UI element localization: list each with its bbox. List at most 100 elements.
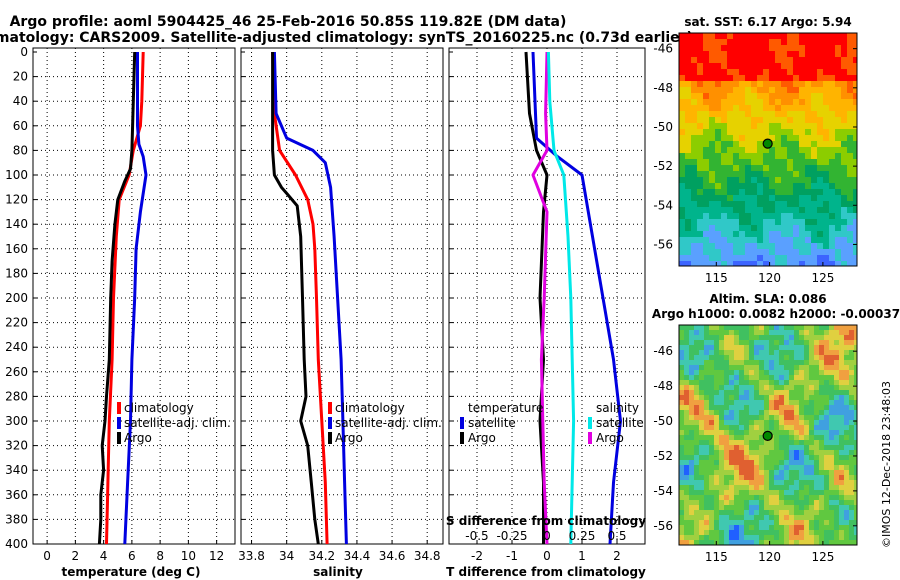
map-cell <box>704 490 710 496</box>
map-cell <box>789 425 795 431</box>
map-cell <box>854 535 858 541</box>
map-cell <box>853 171 858 178</box>
map-cell <box>691 231 698 238</box>
legend-header-temperature: temperature <box>468 401 543 415</box>
map-cell <box>844 365 850 371</box>
map-cell <box>715 33 722 40</box>
map-cell <box>763 177 770 184</box>
map-cell <box>794 525 800 531</box>
map-cell <box>774 345 780 351</box>
map-cell <box>704 435 710 441</box>
map-cell <box>729 395 735 401</box>
map-cell <box>805 33 812 40</box>
map-cell <box>834 455 840 461</box>
map-cell <box>727 87 734 94</box>
map-cell <box>779 380 785 386</box>
map-cell <box>685 237 692 244</box>
map-cell <box>814 490 820 496</box>
map-cell <box>853 141 858 148</box>
map-cell <box>844 445 850 451</box>
map-cell <box>684 455 690 461</box>
map-cell <box>724 495 730 501</box>
map-cell <box>704 390 710 396</box>
map-cell <box>759 370 765 376</box>
map-cell <box>729 475 735 481</box>
map-cell <box>799 231 806 238</box>
map-cell <box>703 255 710 262</box>
map-cell <box>679 350 685 356</box>
map-cell <box>679 141 686 148</box>
map-cell <box>751 57 758 64</box>
map-cell <box>774 540 780 546</box>
map-cell <box>823 81 830 88</box>
map-cell <box>709 520 715 526</box>
map-cell <box>724 465 730 471</box>
map-cell <box>784 535 790 541</box>
map-cell <box>721 171 728 178</box>
map-cell <box>703 81 710 88</box>
map-cell <box>684 460 690 466</box>
map-cell <box>769 460 775 466</box>
map-cell <box>751 141 758 148</box>
map-cell <box>844 440 850 446</box>
map-cell <box>804 400 810 406</box>
map-cell <box>734 365 740 371</box>
map-cell <box>854 435 858 441</box>
map-cell <box>854 360 858 366</box>
map-cell <box>844 525 850 531</box>
map-cell <box>739 395 745 401</box>
map-cell <box>844 330 850 336</box>
map-cell <box>745 237 752 244</box>
map-cell <box>824 400 830 406</box>
map-cell <box>844 495 850 501</box>
map-cell <box>697 123 704 130</box>
map-cell <box>823 177 830 184</box>
map-cell <box>819 400 825 406</box>
map-y-tick-label: -56 <box>653 519 673 533</box>
map-cell <box>703 111 710 118</box>
map-cell <box>834 535 840 541</box>
map-cell <box>804 415 810 421</box>
map-cell <box>835 39 842 46</box>
map-cell <box>764 375 770 381</box>
map-cell <box>769 440 775 446</box>
map-cell <box>805 39 812 46</box>
map-cell <box>704 425 710 431</box>
map-cell <box>764 415 770 421</box>
map-cell <box>829 520 835 526</box>
map-cell <box>739 465 745 471</box>
map-cell <box>739 355 745 361</box>
map-cell <box>729 385 735 391</box>
map-cell <box>769 147 776 154</box>
map-cell <box>823 87 830 94</box>
map-cell <box>799 255 806 262</box>
sla-map-image <box>679 325 858 546</box>
map-cell <box>853 147 858 154</box>
map-cell <box>779 425 785 431</box>
map-cell <box>734 430 740 436</box>
sla-map-subtitle: Argo h1000: 0.0082 h2000: -0.00037 <box>652 307 900 321</box>
map-cell <box>834 450 840 456</box>
map-cell <box>745 213 752 220</box>
map-cell <box>691 45 698 52</box>
map-cell <box>754 390 760 396</box>
map-cell <box>709 535 715 541</box>
map-cell <box>781 129 788 136</box>
map-cell <box>704 375 710 381</box>
map-cell <box>699 530 705 536</box>
map-cell <box>817 165 824 172</box>
map-cell <box>841 183 848 190</box>
map-cell <box>704 410 710 416</box>
map-cell <box>704 355 710 361</box>
map-cell <box>709 350 715 356</box>
map-cell <box>841 165 848 172</box>
map-cell <box>697 153 704 160</box>
map-cell <box>709 153 716 160</box>
map-cell <box>719 535 725 541</box>
map-cell <box>719 435 725 441</box>
map-cell <box>733 129 740 136</box>
map-cell <box>784 355 790 361</box>
map-cell <box>689 520 695 526</box>
map-cell <box>823 99 830 106</box>
map-cell <box>733 261 740 267</box>
